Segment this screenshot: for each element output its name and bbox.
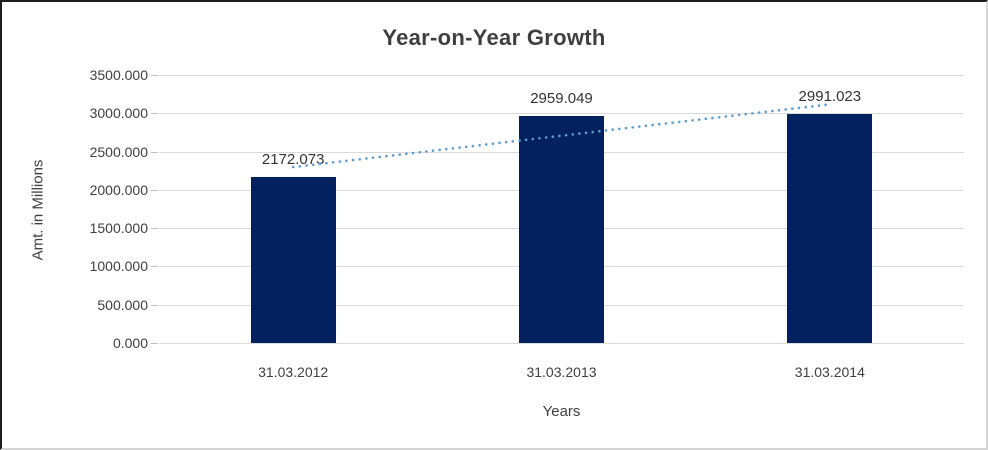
y-tick-mark xyxy=(151,266,158,268)
bar-data-label: 2172.073 xyxy=(261,150,325,168)
bar-data-label: 2991.023 xyxy=(798,87,862,105)
chart-title: Year-on-Year Growth xyxy=(382,25,606,50)
y-tick-mark xyxy=(151,151,158,153)
y-tick-label: 0.000 xyxy=(112,335,148,351)
y-gridline xyxy=(159,343,964,344)
y-tick-label: 3500.000 xyxy=(89,67,148,83)
bar xyxy=(250,176,336,343)
y-axis-title: Amt. in Millions xyxy=(29,159,47,261)
y-tick-label: 1500.000 xyxy=(89,220,148,237)
bar xyxy=(787,113,873,343)
y-tick-mark xyxy=(151,75,158,76)
y-tick-mark xyxy=(151,228,158,230)
y-gridline xyxy=(159,75,964,76)
x-tick-label: 31.03.2012 xyxy=(258,364,329,380)
x-tick-label: 31.03.2014 xyxy=(794,364,865,380)
y-tick-label: 1000.000 xyxy=(89,258,148,275)
bar xyxy=(519,116,604,343)
y-tick-label: 2500.000 xyxy=(89,143,148,160)
y-tick-label: 500.000 xyxy=(97,296,148,313)
bar-data-label: 2959.049 xyxy=(530,90,593,108)
y-tick-label: 3000.000 xyxy=(89,105,148,122)
y-tick-mark xyxy=(151,343,158,344)
x-axis-title: Years xyxy=(542,403,581,420)
y-tick-label: 2000.000 xyxy=(89,181,148,198)
y-tick-mark xyxy=(151,189,158,191)
y-tick-mark xyxy=(151,113,158,115)
y-tick-mark xyxy=(151,304,158,306)
x-tick-label: 31.03.2013 xyxy=(526,364,597,380)
